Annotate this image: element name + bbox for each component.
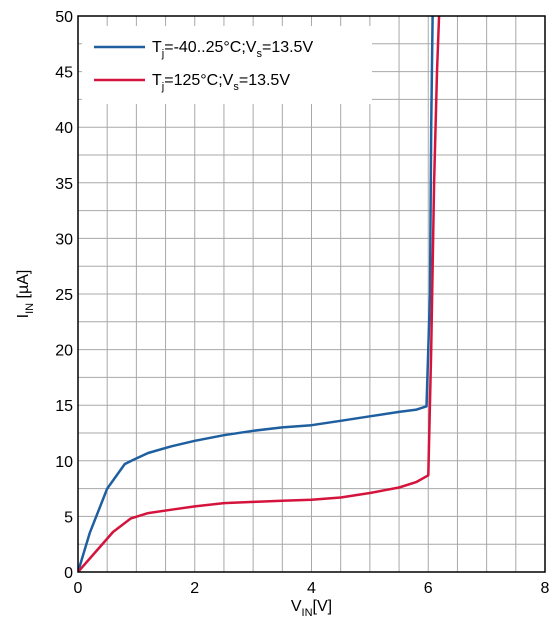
legend-label-high-temp: Tj=125°C;Vs=13.5V [152, 72, 290, 93]
y-tick-label: 35 [55, 176, 73, 193]
y-tick-label: 10 [55, 454, 73, 471]
x-tick-label: 2 [190, 580, 199, 597]
x-axis-ticks: 0 2 4 6 8 [74, 580, 550, 597]
y-tick-label: 45 [55, 65, 73, 82]
legend-label-low-temp: Tj=-40..25°C;Vs=13.5V [152, 39, 313, 60]
legend-box [82, 26, 372, 104]
y-tick-label: 30 [55, 231, 73, 248]
x-tick-label: 4 [307, 580, 316, 597]
y-tick-label: 20 [55, 343, 73, 360]
legend-item-low-temp: Tj=-40..25°C;Vs=13.5V [94, 39, 313, 60]
series-layer [78, 16, 441, 572]
y-axis-ticks: 0 5 10 15 20 25 30 35 40 45 50 [55, 9, 73, 582]
x-tick-label: 0 [74, 580, 83, 597]
y-tick-label: 0 [64, 565, 73, 582]
y-axis-label: IIN [µA] [15, 270, 36, 319]
y-tick-label: 25 [55, 287, 73, 304]
series-line-high-temp [78, 16, 441, 572]
x-tick-label: 8 [541, 580, 550, 597]
y-tick-label: 40 [55, 120, 73, 137]
y-tick-label: 50 [55, 9, 73, 26]
x-tick-label: 6 [424, 580, 433, 597]
x-axis-label: VIN[V] [291, 598, 332, 619]
legend-item-high-temp: Tj=125°C;Vs=13.5V [94, 72, 290, 93]
grid-lines [78, 16, 545, 572]
series-line-low-temp [78, 16, 434, 572]
y-tick-label: 5 [64, 509, 73, 526]
y-tick-label: 15 [55, 398, 73, 415]
plot-frame [77, 15, 546, 573]
legend: Tj=-40..25°C;Vs=13.5V Tj=125°C;Vs=13.5V [82, 26, 372, 104]
